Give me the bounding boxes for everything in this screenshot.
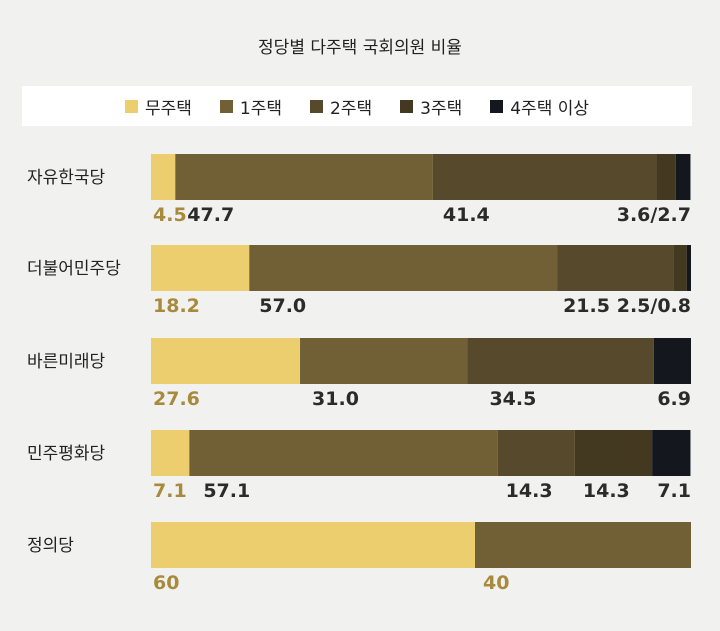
chart-legend: 무주택 1주택 2주택 3주택 4주택 이상 bbox=[22, 86, 692, 126]
legend-label: 2주택 bbox=[330, 98, 373, 119]
legend-item: 1주택 bbox=[219, 94, 283, 119]
category-label: 정의당 bbox=[27, 536, 74, 556]
legend-label: 4주택 이상 bbox=[510, 98, 590, 119]
legend-label: 1주택 bbox=[239, 98, 283, 119]
data-label: 6.9 bbox=[657, 388, 691, 410]
legend-item: 3주택 bbox=[400, 94, 462, 119]
bar-segment bbox=[151, 154, 176, 200]
bar-segment bbox=[653, 338, 691, 384]
legend-item: 2주택 bbox=[310, 94, 372, 119]
legend-swatch bbox=[400, 99, 414, 113]
legend-label: 3주택 bbox=[420, 98, 463, 119]
bar-segment bbox=[467, 338, 654, 384]
category-label: 바른미래당 bbox=[27, 352, 106, 372]
data-label: 40 bbox=[483, 572, 509, 594]
data-label: 34.5 bbox=[489, 388, 536, 410]
bar-segment bbox=[656, 154, 676, 200]
data-label: 57.0 bbox=[259, 295, 306, 317]
bar-segment bbox=[189, 430, 498, 476]
data-label: 31.0 bbox=[312, 388, 359, 410]
bar-segment bbox=[686, 245, 691, 291]
legend-label: 무주택 bbox=[144, 98, 192, 119]
bar-segment bbox=[151, 522, 475, 568]
data-label: 27.6 bbox=[153, 388, 200, 410]
data-label: 7.1 bbox=[153, 480, 187, 502]
data-label: 41.4 bbox=[443, 204, 490, 226]
legend-swatch bbox=[219, 99, 233, 113]
bar-segment bbox=[574, 430, 653, 476]
bar-segment bbox=[151, 245, 250, 291]
bar-segment bbox=[557, 245, 674, 291]
data-label: 21.5 bbox=[563, 295, 610, 317]
bar-segment bbox=[151, 430, 190, 476]
legend-swatch bbox=[310, 99, 324, 113]
bar-segment bbox=[151, 338, 301, 384]
data-label: 4.5 bbox=[153, 204, 187, 226]
data-label: 2.5/0.8 bbox=[617, 295, 691, 317]
bar-segment bbox=[475, 522, 691, 568]
legend-swatch bbox=[490, 99, 504, 113]
legend-swatch bbox=[124, 99, 138, 113]
data-label: 7.1 bbox=[657, 480, 691, 502]
bar-segment bbox=[249, 245, 558, 291]
legend-item: 4주택 이상 bbox=[490, 94, 589, 119]
data-label: 14.3 bbox=[506, 480, 553, 502]
bar-segment bbox=[652, 430, 691, 476]
category-label: 자유한국당 bbox=[27, 168, 106, 188]
bar-segment bbox=[300, 338, 468, 384]
data-label: 47.7 bbox=[187, 204, 234, 226]
chart-title: 정당별 다주택 국회의원 비율 bbox=[258, 38, 462, 58]
data-label: 18.2 bbox=[153, 295, 200, 317]
data-label: 14.3 bbox=[583, 480, 630, 502]
bar-segment bbox=[497, 430, 575, 476]
data-label: 3.6/2.7 bbox=[617, 204, 691, 226]
bar-segment bbox=[175, 154, 433, 200]
category-label: 민주평화당 bbox=[27, 444, 106, 464]
legend-item: 무주택 bbox=[124, 94, 192, 119]
data-label: 60 bbox=[153, 572, 179, 594]
data-label: 57.1 bbox=[203, 480, 250, 502]
bar-segment bbox=[673, 245, 687, 291]
category-label: 더불어민주당 bbox=[27, 259, 121, 279]
bar-segment bbox=[675, 154, 691, 200]
bar-segment bbox=[432, 154, 657, 200]
